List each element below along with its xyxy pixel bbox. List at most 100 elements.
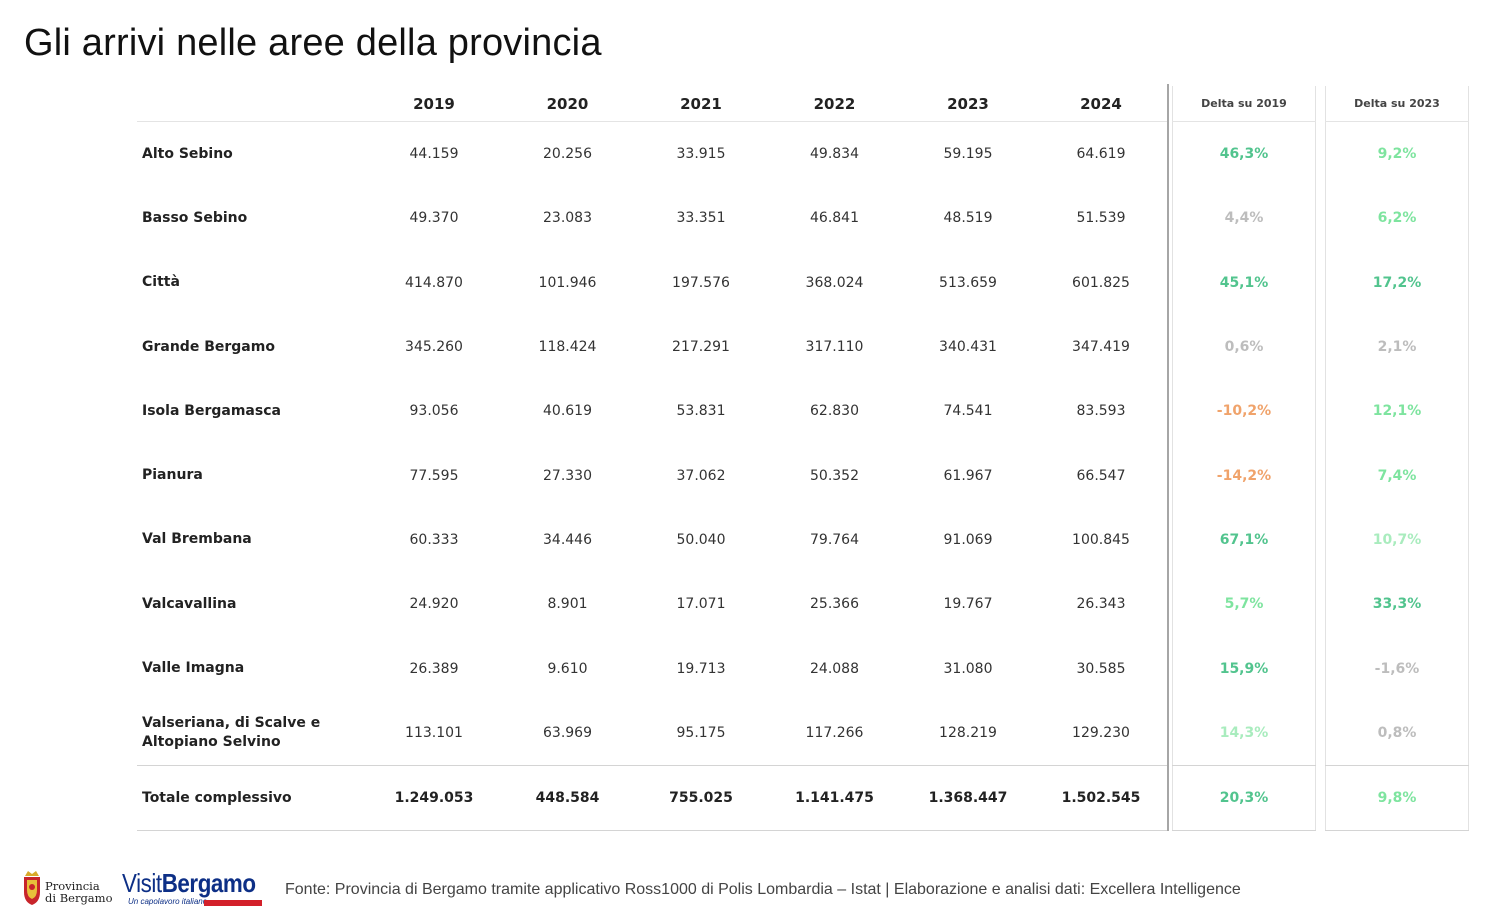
visit-logo-part2: Bergamo: [161, 868, 256, 898]
area-name: Valle Imagna: [142, 660, 245, 677]
delta-2019-value: -14,2%: [1216, 467, 1272, 484]
table-row: Città 414.870 101.946 197.576 368.024 513.659…: [137, 251, 1167, 315]
arrivals-value: 1.368.447: [901, 764, 1035, 832]
delta-2019-value: 5,7%: [1224, 596, 1264, 613]
delta-2019-table: Delta su 2019 46,3% 4,4% 45,1% 0,6% -10,2% -1…: [1172, 86, 1316, 832]
arrivals-value: 48.519: [943, 210, 993, 227]
arrivals-value: 49.370: [409, 210, 459, 227]
delta-2023-value: 9,2%: [1377, 146, 1417, 163]
source-footnote: Fonte: Provincia di Bergamo tramite appl…: [285, 881, 1241, 898]
arrivals-value: 93.056: [409, 403, 459, 420]
table-row: 0,6%: [1173, 315, 1316, 379]
table-row: -14,2%: [1173, 443, 1316, 507]
table-row: Alto Sebino 44.159 20.256 33.915 49.834 59.19…: [137, 122, 1167, 187]
year-column-header: 2020: [501, 86, 634, 122]
arrivals-value: 19.767: [943, 596, 993, 613]
provincia-bergamo-logo: Provincia di Bergamo: [22, 870, 117, 910]
arrivals-value: 30.585: [1076, 660, 1126, 677]
delta-2023-header: Delta su 2023: [1325, 86, 1469, 122]
arrivals-value: 19.713: [676, 660, 726, 677]
arrivals-value: 50.040: [676, 531, 726, 548]
table-row: 2,1%: [1326, 315, 1469, 379]
table-row: Valcavallina 24.920 8.901 17.071 25.366 19.76…: [137, 572, 1167, 636]
arrivals-value: 79.764: [810, 531, 859, 548]
arrivals-value: 74.541: [943, 403, 993, 420]
arrivals-value: 317.110: [805, 339, 864, 356]
delta-2023-value: 2,1%: [1377, 339, 1417, 356]
arrivals-value: 60.333: [409, 531, 459, 548]
table-row: 5,7%: [1173, 572, 1316, 636]
arrivals-value: 59.195: [943, 146, 993, 163]
provincia-logo-line1: Provincia: [45, 879, 100, 893]
arrivals-value: 83.593: [1076, 403, 1126, 420]
page-title: Gli arrivi nelle aree della provincia: [24, 22, 602, 64]
arrivals-value: 217.291: [672, 339, 730, 356]
column-divider: [1167, 84, 1169, 831]
area-name: Alto Sebino: [142, 145, 233, 162]
arrivals-value: 101.946: [538, 274, 597, 291]
table-row: 46,3%: [1173, 122, 1316, 187]
arrivals-value: 23.083: [543, 210, 592, 227]
arrivals-value: 61.967: [943, 467, 993, 484]
arrivals-value: 34.446: [543, 531, 592, 548]
table-row: 7,4%: [1326, 443, 1469, 507]
table-row: Basso Sebino 49.370 23.083 33.351 46.841 48.5…: [137, 186, 1167, 250]
arrivals-value: 414.870: [405, 274, 463, 291]
area-name: Valseriana, di Scalve e Altopiano Selvin…: [142, 714, 321, 750]
arrivals-value: 17.071: [676, 596, 726, 613]
delta-2019-value: 20,3%: [1172, 764, 1316, 832]
arrivals-value: 100.845: [1072, 531, 1130, 548]
year-column-header: 2023: [901, 86, 1035, 122]
table-row: Valle Imagna 26.389 9.610 19.713 24.088 31.08…: [137, 636, 1167, 700]
delta-2019-value: 46,3%: [1219, 146, 1269, 163]
arrivals-value: 755.025: [634, 764, 768, 832]
year-column-header: 2021: [634, 86, 768, 122]
table-row: 6,2%: [1326, 186, 1469, 250]
arrivals-value: 24.088: [810, 660, 859, 677]
delta-2019-value: -10,2%: [1216, 403, 1272, 420]
table-header-row: Delta su 2019: [1172, 86, 1316, 122]
arrivals-value: 31.080: [943, 660, 993, 677]
area-name: Val Brembana: [142, 531, 252, 548]
table-row: 15,9%: [1173, 636, 1316, 700]
arrivals-value: 197.576: [672, 274, 730, 291]
arrivals-value: 448.584: [501, 764, 634, 832]
delta-2023-value: 6,2%: [1377, 210, 1417, 227]
delta-2023-value: 10,7%: [1372, 531, 1422, 548]
visit-logo-part1: Visit: [122, 868, 162, 898]
arrivals-value: 33.351: [676, 210, 726, 227]
arrivals-value: 51.539: [1076, 210, 1126, 227]
arrivals-value: 66.547: [1076, 467, 1126, 484]
arrivals-value: 50.352: [810, 467, 859, 484]
arrivals-value: 91.069: [943, 531, 993, 548]
arrivals-value: 8.901: [547, 596, 588, 613]
delta-2023-value: -1,6%: [1374, 660, 1420, 677]
arrivals-value: 77.595: [409, 467, 459, 484]
delta-2023-value: 33,3%: [1372, 596, 1422, 613]
table-row: 14,3%: [1173, 701, 1316, 766]
arrivals-value: 20.256: [543, 146, 592, 163]
arrivals-value: 601.825: [1072, 274, 1130, 291]
arrivals-value: 513.659: [939, 274, 997, 291]
table-row: 4,4%: [1173, 186, 1316, 250]
arrivals-value: 345.260: [405, 339, 463, 356]
delta-2019-value: 45,1%: [1219, 274, 1269, 291]
area-name: Pianura: [142, 467, 203, 484]
table-row: 12,1%: [1326, 379, 1469, 443]
arrivals-value: 62.830: [810, 403, 859, 420]
table-row: -1,6%: [1326, 636, 1469, 700]
total-row: 9,8%: [1325, 764, 1469, 832]
table-row: Isola Bergamasca 93.056 40.619 53.831 62.830…: [137, 379, 1167, 443]
area-column-header: [137, 86, 367, 122]
visit-logo-tagline: Un capolavoro italiano: [128, 897, 208, 906]
table-row: 10,7%: [1326, 508, 1469, 572]
table-row: Pianura 77.595 27.330 37.062 50.352 61.967 66.…: [137, 443, 1167, 507]
provincia-logo-line2: di Bergamo: [45, 891, 113, 905]
arrivals-value: 37.062: [676, 467, 726, 484]
visit-bergamo-logo: VisitBergamo Un capolavoro italiano: [122, 868, 264, 912]
table-row: 45,1%: [1173, 251, 1316, 315]
arrivals-value: 49.834: [810, 146, 859, 163]
table-row: 0,8%: [1326, 701, 1469, 766]
area-name: Isola Bergamasca: [142, 402, 281, 419]
year-column-header: 2019: [367, 86, 501, 122]
